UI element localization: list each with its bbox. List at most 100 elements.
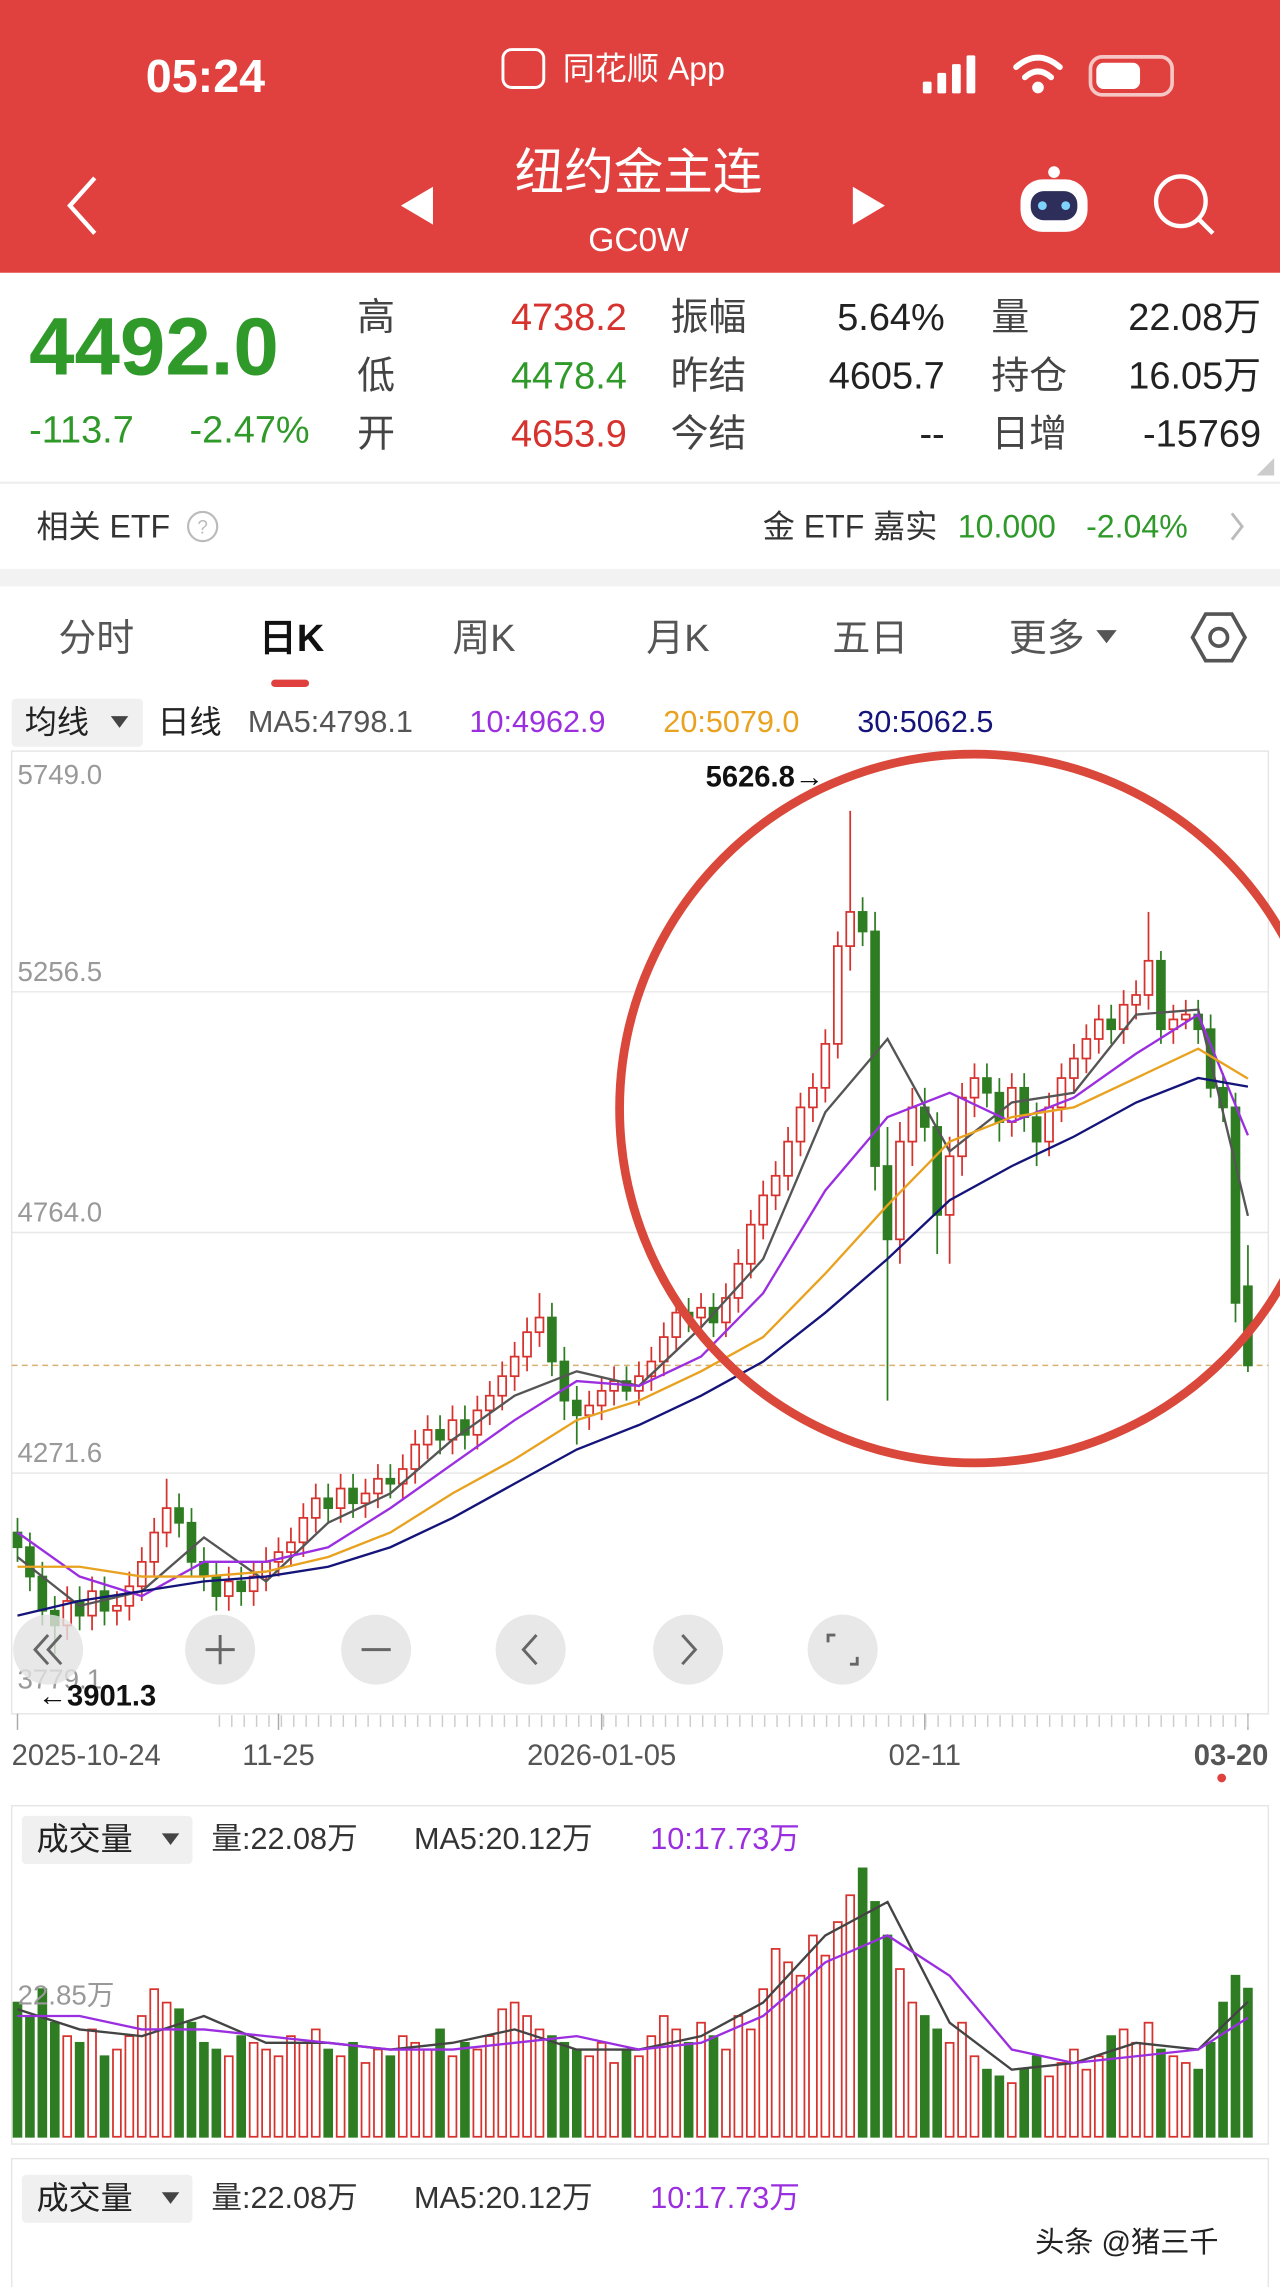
volume-bar <box>820 1954 831 2138</box>
candle-body <box>609 1380 619 1392</box>
volume-bar <box>671 2028 682 2138</box>
section-gap <box>0 568 1280 587</box>
contract-title: 纽约金主连 <box>515 144 763 200</box>
candle-body <box>385 1477 396 1485</box>
volume-bar <box>397 2035 408 2138</box>
candle-body <box>596 1389 607 1407</box>
candle-body <box>522 1331 532 1358</box>
candle-body <box>758 1194 769 1226</box>
ma-line <box>16 1012 1250 1598</box>
back-button[interactable] <box>67 176 97 235</box>
volume-bar <box>1106 2035 1117 2138</box>
tab[interactable]: 月K <box>646 618 709 660</box>
fullscreen-button[interactable] <box>807 1614 878 1685</box>
volume-bar <box>99 2055 110 2138</box>
settings-button[interactable] <box>1190 612 1248 663</box>
volume-ma-line <box>17 1934 1249 2065</box>
volume-bar <box>223 2055 234 2138</box>
robot-icon[interactable] <box>1020 166 1088 232</box>
battery-level <box>1096 62 1141 89</box>
candle-body <box>1156 959 1166 1031</box>
volume-bar <box>584 2055 595 2138</box>
candle-body <box>323 1497 334 1509</box>
tab[interactable]: 五日 <box>832 618 908 660</box>
candle-body <box>1093 1018 1104 1040</box>
x-tick-label: 03-20 <box>1194 1740 1269 1772</box>
candle-body <box>161 1507 172 1534</box>
etf-name[interactable]: 金 ETF 嘉实 <box>763 509 938 545</box>
volume-bar <box>1081 2068 1092 2138</box>
volume-bar <box>447 2055 458 2138</box>
volume-bar <box>1218 2001 1228 2138</box>
prev-contract[interactable] <box>400 186 433 225</box>
y-tick-label: 5256.5 <box>17 956 102 987</box>
candle-body <box>733 1262 744 1299</box>
volume-bar <box>609 2062 619 2138</box>
status-time: 05:24 <box>146 50 265 102</box>
etf-chevron[interactable] <box>1230 512 1244 541</box>
tab[interactable]: 分时 <box>58 618 134 660</box>
candle-body <box>783 1140 793 1177</box>
volume-bar <box>646 2035 657 2138</box>
volume-bar <box>261 2048 271 2138</box>
candle-body <box>1180 1013 1191 1021</box>
field-value: -- <box>919 414 944 456</box>
second-title: 成交量 <box>36 2180 132 2216</box>
y-tick-label: 5749.0 <box>17 759 102 790</box>
help-icon[interactable] <box>186 510 219 543</box>
candle-body <box>857 911 868 933</box>
help-glyph: ? <box>197 517 208 538</box>
ma-line <box>17 1047 1249 1578</box>
volume-selector[interactable] <box>21 1815 193 1865</box>
volume-bar <box>62 2035 73 2138</box>
candle-body <box>186 1521 197 1563</box>
tab[interactable]: 周K <box>452 618 515 660</box>
volume-bar <box>310 2028 321 2138</box>
volume-bar <box>1143 2021 1154 2138</box>
candle-body <box>584 1404 595 1417</box>
candle-body <box>373 1477 383 1495</box>
candle-body <box>845 911 856 948</box>
step-left-button[interactable] <box>495 1614 566 1685</box>
field-label: 开 <box>357 414 395 456</box>
volume-bar <box>596 2041 607 2138</box>
candle-body <box>1106 1018 1117 1031</box>
price-change: -113.7 <box>29 409 134 451</box>
volume-bar <box>25 2015 35 2138</box>
ma-selector[interactable] <box>11 698 143 747</box>
volume-bar <box>49 2021 60 2138</box>
second-selector[interactable] <box>21 2174 193 2223</box>
search-button[interactable] <box>1153 174 1215 235</box>
candle-body <box>671 1311 682 1338</box>
volume-bar <box>1230 1974 1241 2138</box>
volume-bar <box>658 2015 669 2138</box>
volume-bar <box>1056 2062 1067 2138</box>
tab[interactable]: 日K <box>259 618 325 660</box>
next-contract[interactable] <box>852 186 885 225</box>
step-right-button[interactable] <box>653 1614 724 1685</box>
ma-caret <box>110 716 129 728</box>
extreme-annotation: 5626.8→ <box>706 761 824 793</box>
candle-body <box>1230 1106 1241 1304</box>
candle-body <box>808 1086 818 1109</box>
volume-bar <box>895 1968 905 2138</box>
volume-bar <box>733 2015 744 2138</box>
candle-body <box>1019 1086 1030 1119</box>
candle-body <box>149 1531 160 1563</box>
volume-bar <box>136 2015 147 2138</box>
candle-body <box>348 1487 358 1505</box>
candle-body <box>721 1297 731 1324</box>
volume-bar <box>161 2001 172 2138</box>
volume-bar <box>621 2048 632 2138</box>
tab[interactable]: 更多 <box>1009 618 1085 660</box>
candle-body <box>335 1487 346 1509</box>
field-label: 今结 <box>671 414 747 456</box>
volume-title: 成交量 <box>36 1821 132 1857</box>
volume-bar <box>174 2008 184 2138</box>
volume-bar <box>211 2048 222 2138</box>
field-value: 5.64% <box>837 297 944 339</box>
volume-bar <box>1093 2055 1104 2138</box>
y-tick-label: 4764.0 <box>17 1197 102 1228</box>
volume-bar <box>286 2035 296 2138</box>
